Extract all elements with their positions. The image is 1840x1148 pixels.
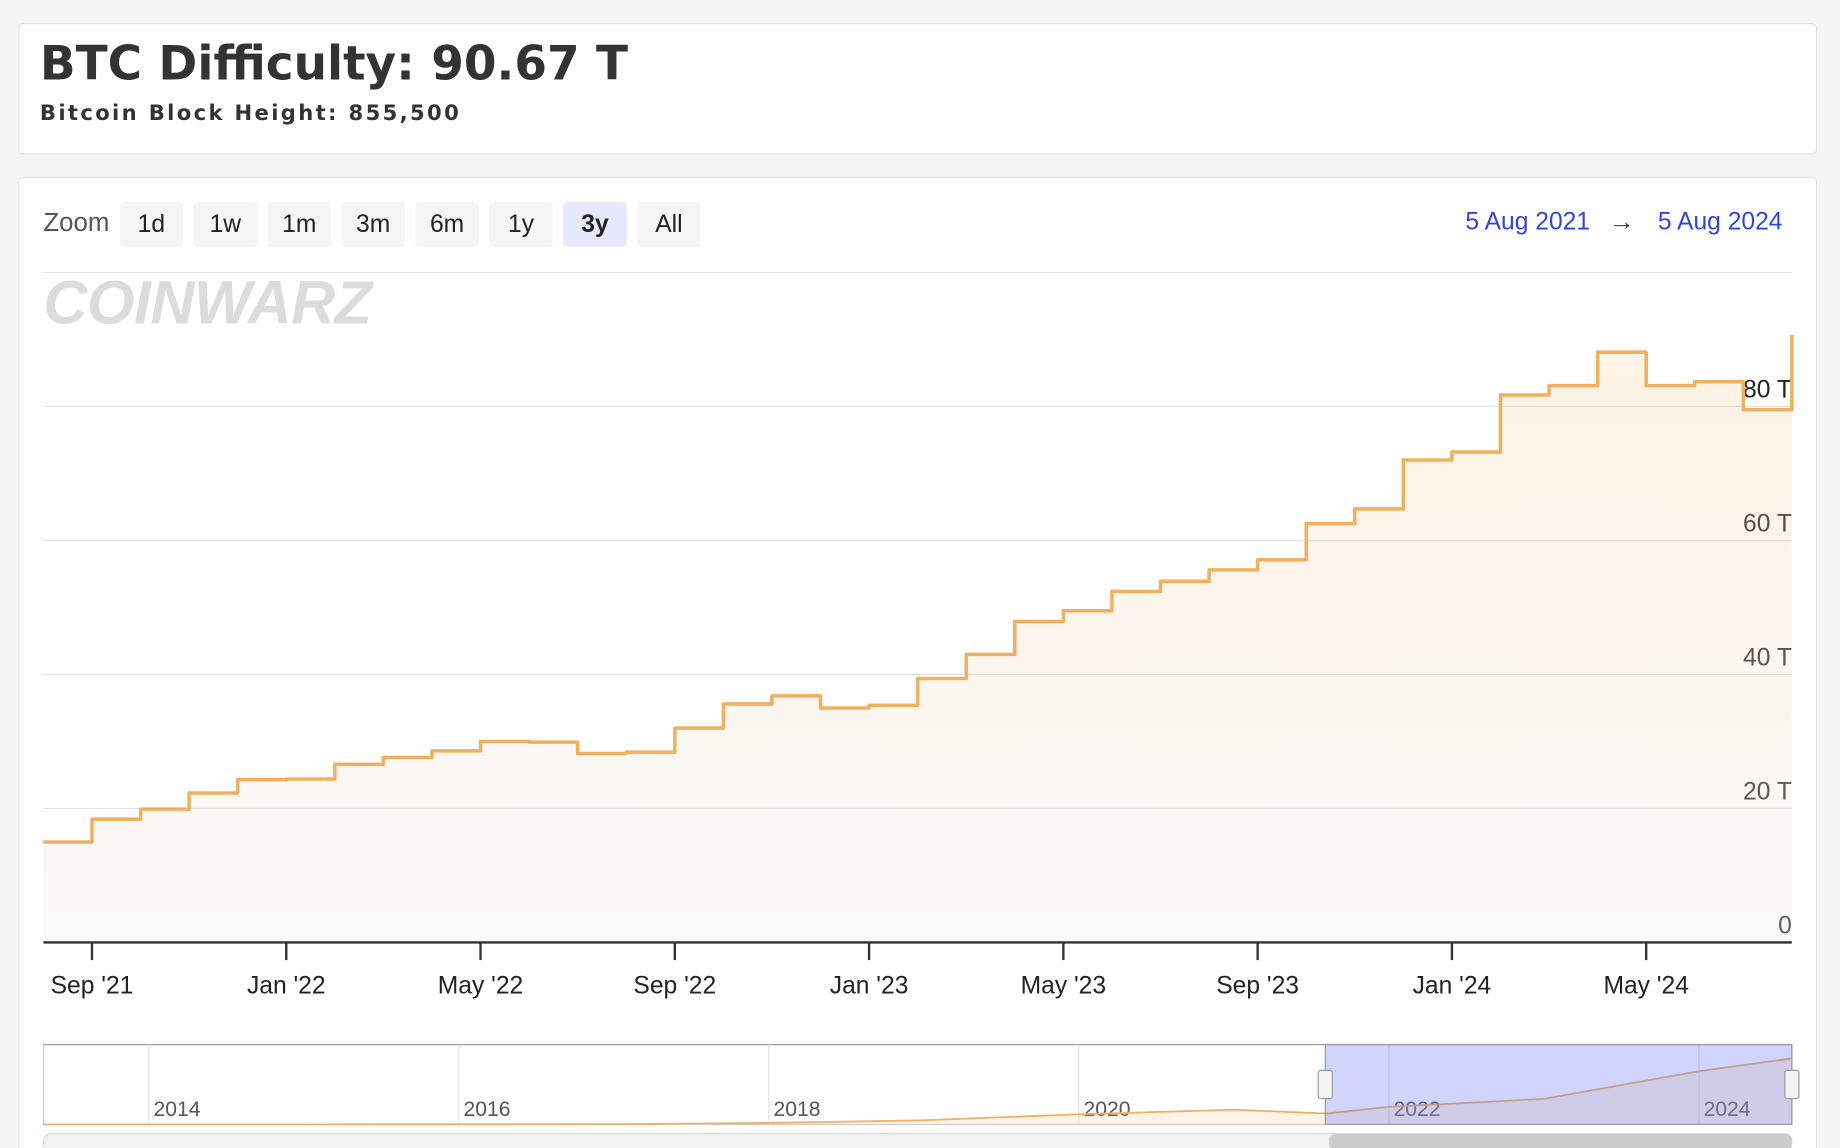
zoom-button-label[interactable]: 6m — [430, 211, 464, 238]
x-tick-label: May '22 — [438, 973, 523, 1000]
navigator-tick-label: 2020 — [1084, 1098, 1131, 1121]
zoom-button[interactable] — [489, 202, 553, 247]
x-tick-label: Sep '23 — [1216, 973, 1299, 1000]
zoom-button[interactable] — [415, 202, 479, 247]
navigator-handle[interactable] — [1784, 1069, 1800, 1100]
title: BTC Difficulty: 90.67 T — [40, 37, 628, 92]
zoom-button[interactable] — [267, 202, 331, 247]
zoom-button-label[interactable]: 1m — [282, 211, 316, 238]
line — [43, 334, 1794, 844]
navigator-tick-label: 2014 — [154, 1098, 201, 1121]
x-tick-label: Sep '21 — [51, 973, 134, 1000]
subtitle: Bitcoin Block Height: 855,500 — [40, 100, 461, 125]
navigator-line — [43, 1057, 1793, 1126]
x-tick-label: Jan '23 — [830, 973, 909, 1000]
navigator-tick-label: 2018 — [774, 1098, 821, 1121]
x-tick-label: Sep '22 — [633, 973, 716, 1000]
range-end[interactable]: 5 Aug 2024 — [1658, 209, 1783, 236]
watermark: COINWARZ — [43, 269, 374, 337]
scrollbar-thumb[interactable] — [1328, 1133, 1792, 1148]
x-tick-label: Jan '22 — [247, 973, 326, 1000]
zoom-button-label[interactable]: 1y — [508, 211, 535, 238]
y-tick-label: 80 T — [1743, 377, 1792, 404]
zoom-button[interactable] — [341, 202, 405, 247]
area — [43, 334, 1792, 943]
header-card — [18, 23, 1818, 155]
x-tick-label: May '24 — [1603, 973, 1688, 1000]
zoom-button-label[interactable]: 3m — [356, 211, 390, 238]
navigator — [42, 1043, 1793, 1125]
zoom-button-label[interactable]: 1d — [138, 211, 165, 238]
x-tick-label: Jan '24 — [1413, 973, 1492, 1000]
navigator-selection[interactable] — [1324, 1043, 1793, 1125]
zoom-button[interactable] — [563, 202, 627, 247]
zoom-label: Zoom — [43, 209, 109, 237]
navigator-handle[interactable] — [1317, 1069, 1333, 1100]
navigator-tick-label: 2022 — [1394, 1098, 1441, 1121]
navigator-tick-label: 2016 — [464, 1098, 511, 1121]
x-tick-label: May '23 — [1021, 973, 1106, 1000]
zoom-button-label[interactable]: All — [655, 211, 682, 238]
zoom-button[interactable] — [637, 202, 701, 247]
range-start[interactable]: 5 Aug 2021 — [1465, 209, 1590, 236]
zoom-button[interactable] — [119, 202, 184, 247]
zoom-button-label[interactable]: 3y — [581, 211, 609, 238]
zoom-button-label[interactable]: 1w — [210, 211, 242, 238]
navigator-area — [43, 1058, 1792, 1125]
navigator-tick-label: 2024 — [1704, 1098, 1751, 1121]
zoom-button[interactable] — [193, 202, 257, 247]
range-separator: → — [1609, 208, 1635, 236]
